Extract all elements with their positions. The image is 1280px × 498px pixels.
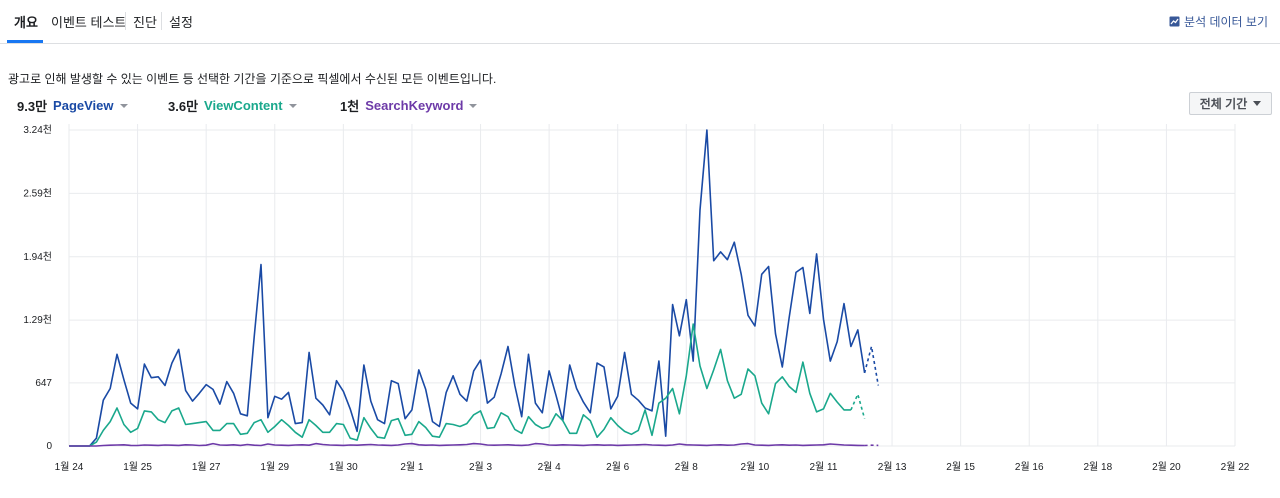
chevron-down-icon (119, 103, 128, 108)
y-tick-label: 1.29천 (23, 314, 52, 326)
x-tick-label: 2월 11 (810, 461, 838, 473)
metric-viewcontent-name: ViewContent (204, 98, 283, 113)
y-tick-label: 0 (46, 441, 52, 452)
series-line-searchkeyword (69, 442, 865, 447)
x-tick-label: 2월 4 (538, 461, 562, 473)
series-projection-pageview (863, 346, 880, 386)
metric-viewcontent-count: 3.6만 (168, 99, 199, 114)
tab-bar: 개요 이벤트 테스트 진단 설정 분석 데이터 보기 (0, 0, 1280, 44)
tab-separator (161, 12, 162, 30)
page-description: 광고로 인해 발생할 수 있는 이벤트 등 선택한 기간을 기준으로 픽셀에서 … (8, 72, 497, 86)
x-tick-label: 2월 1 (400, 461, 424, 473)
tab-separator (125, 12, 126, 30)
analyze-data-link[interactable]: 분석 데이터 보기 (1169, 13, 1268, 30)
x-tick-label: 2월 10 (741, 461, 770, 473)
series-projection-viewcontent (850, 391, 866, 419)
metric-pageview-name: PageView (53, 98, 114, 113)
x-tick-label: 2월 8 (675, 461, 699, 473)
x-tick-label: 1월 30 (329, 461, 358, 473)
active-tab-indicator (7, 40, 43, 43)
y-tick-label: 2.59천 (23, 187, 52, 199)
x-tick-label: 2월 6 (606, 461, 630, 473)
y-tick-label: 1.94천 (23, 251, 52, 263)
metric-searchkeyword-count: 1천 (340, 99, 360, 114)
x-tick-label: 2월 18 (1083, 461, 1112, 473)
tab-settings[interactable]: 설정 (169, 15, 193, 30)
metric-searchkeyword[interactable]: 1천 SearchKeyword (340, 96, 478, 115)
x-tick-label: 1월 27 (192, 461, 221, 473)
tab-event-test[interactable]: 이벤트 테스트 (51, 15, 127, 30)
metric-pageview[interactable]: 9.3만 PageView (17, 96, 128, 115)
y-tick-label: 3.24천 (23, 124, 52, 136)
chevron-down-icon (288, 103, 297, 108)
date-range-dropdown[interactable]: 전체 기간 (1189, 92, 1272, 115)
x-tick-label: 1월 25 (123, 461, 152, 473)
caret-down-icon (1253, 101, 1262, 106)
series-line-pageview (69, 129, 866, 447)
chart-icon (1169, 16, 1180, 27)
tab-overview[interactable]: 개요 (14, 15, 38, 30)
date-range-label: 전체 기간 (1199, 97, 1248, 111)
metric-pageview-count: 9.3만 (17, 99, 48, 114)
x-tick-label: 2월 3 (469, 461, 493, 473)
y-tick-label: 647 (35, 378, 52, 389)
x-tick-label: 2월 22 (1221, 461, 1250, 473)
metric-viewcontent[interactable]: 3.6만 ViewContent (168, 96, 297, 115)
tab-diagnostics[interactable]: 진단 (133, 15, 157, 30)
metric-searchkeyword-name: SearchKeyword (365, 98, 464, 113)
series-line-viewcontent (69, 323, 851, 447)
x-tick-label: 1월 29 (260, 461, 289, 473)
x-tick-label: 2월 16 (1015, 461, 1044, 473)
event-line-chart: 0 647 1.29천 1.94천 2.59천 3.24천 1월 24 1월 25 1월 27 1… (23, 124, 1250, 473)
x-tick-label: 2월 15 (946, 461, 975, 473)
analyze-data-label: 분석 데이터 보기 (1184, 15, 1268, 29)
x-tick-label: 2월 13 (878, 461, 907, 473)
chevron-down-icon (469, 103, 478, 108)
x-tick-label: 1월 24 (55, 461, 84, 473)
x-tick-label: 2월 20 (1152, 461, 1181, 473)
